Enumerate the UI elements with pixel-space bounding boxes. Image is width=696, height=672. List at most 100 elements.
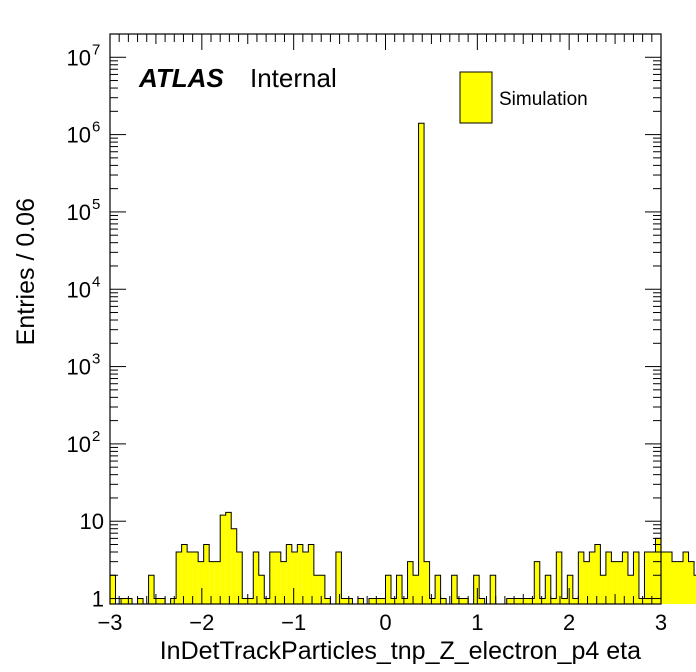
histogram-bin [462,598,469,604]
histogram-bin [159,598,166,604]
histogram-bin [275,551,281,604]
histogram-bin [231,528,237,604]
histogram-bin [605,551,612,604]
histogram-bin [357,598,364,604]
histogram-bin [192,551,199,604]
axis-ticks [109,33,662,604]
histogram-bin [688,561,695,604]
histogram-bin [236,551,243,604]
histogram-bin [253,551,259,604]
histogram-bin [616,561,623,604]
histogram-bin [644,551,650,604]
histogram-bin [181,544,188,604]
histogram-bin [407,561,414,604]
histogram-bin [638,598,645,604]
x-tick-label: −1 [281,610,306,635]
histogram-bin [666,551,673,604]
histogram-bin [479,598,485,604]
histogram-bin [319,575,325,604]
histogram-bin [418,123,425,605]
histogram-bin [379,598,386,604]
histogram-bin [396,575,403,604]
y-tick-label-exponent: 3 [92,351,100,368]
y-tick-label: 10 [80,509,104,534]
legend-label-simulation: Simulation [499,89,588,110]
y-tick-label-exponent: 5 [92,196,100,213]
histogram-bin [694,575,696,604]
histogram-bin [440,598,447,604]
histogram-bin [594,544,601,604]
histogram-bin [649,551,656,604]
histogram-bin [583,561,590,604]
y-tick-label-exponent: 4 [92,273,100,290]
histogram-bin [280,561,287,604]
histogram-bin [110,575,116,604]
histogram-bin [286,544,292,604]
histogram-bin [126,598,133,604]
histogram-bin [385,575,392,604]
histogram-bin [589,551,595,604]
y-tick-label: 10 [67,45,91,70]
x-tick-label: 2 [563,610,575,635]
x-tick-label: 3 [655,610,667,635]
y-tick-label: 10 [67,123,91,148]
histogram-bin [661,551,667,604]
histogram-bin [506,598,513,604]
histogram-bin [302,551,309,604]
histogram-outline [109,122,696,605]
histogram-bin [242,598,248,604]
histogram-bin [567,575,573,604]
legend-swatch-simulation [459,71,493,124]
histogram-bin [627,575,634,604]
histogram-bin [550,598,557,604]
histogram-bin [545,575,551,604]
x-tick-label: 1 [471,610,483,635]
y-tick-label-exponent: 6 [92,119,100,136]
histogram-bin [391,598,397,604]
histogram-bin [220,515,226,604]
histogram-bin [611,561,617,604]
x-tick-label: −2 [189,610,214,635]
histogram-bin [324,598,331,604]
histogram-bin [209,561,215,604]
plot-frame [109,33,662,605]
histogram-bin [368,598,375,604]
histogram-bin [297,544,303,604]
histogram-bin [346,598,353,604]
histogram-bars [109,122,696,605]
y-tick-label: 10 [67,432,91,457]
histogram-bin [258,575,265,604]
histogram-bin [578,551,584,604]
histogram-bin [655,538,661,604]
x-tick-labels: −3 −2 −1 0 1 2 3 [97,610,667,635]
histogram-bin [269,551,276,604]
histogram-bin [154,598,160,604]
histogram-bin [528,598,535,604]
histogram-bin [490,575,496,604]
legend: Simulation [459,71,588,124]
histogram-bin [198,561,204,604]
y-tick-label: 1 [92,587,104,612]
x-tick-label: −3 [97,610,122,635]
histogram-bin [413,575,419,604]
histogram-bin [424,561,430,604]
histogram-bin [633,551,639,604]
histogram-bin [247,598,254,604]
histogram-bin [335,551,342,604]
histogram-bin [517,598,524,604]
histogram-bin [561,598,568,604]
histogram-bin [170,598,177,604]
histogram-bin [512,598,518,604]
histogram-bin [451,575,458,604]
histogram-bin [121,598,127,604]
histogram-bin [214,561,221,604]
histogram-bin [677,561,684,604]
histogram-bin [148,575,155,604]
histogram-bin [622,551,628,604]
y-tick-label: 10 [67,277,91,302]
y-tick-label-exponent: 2 [92,428,100,445]
y-tick-label: 10 [67,200,91,225]
histogram-bin [187,551,193,604]
